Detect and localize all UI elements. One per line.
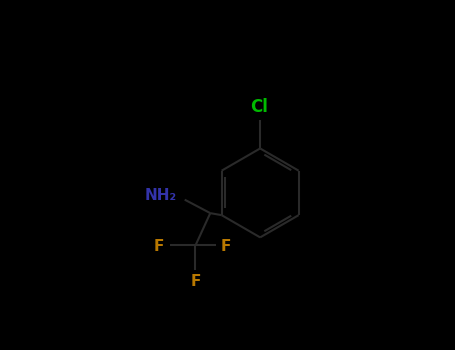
Text: Cl: Cl	[250, 98, 268, 116]
Text: F: F	[154, 239, 164, 254]
Text: NH₂: NH₂	[145, 188, 177, 203]
Text: F: F	[190, 274, 201, 289]
Text: F: F	[221, 239, 232, 254]
